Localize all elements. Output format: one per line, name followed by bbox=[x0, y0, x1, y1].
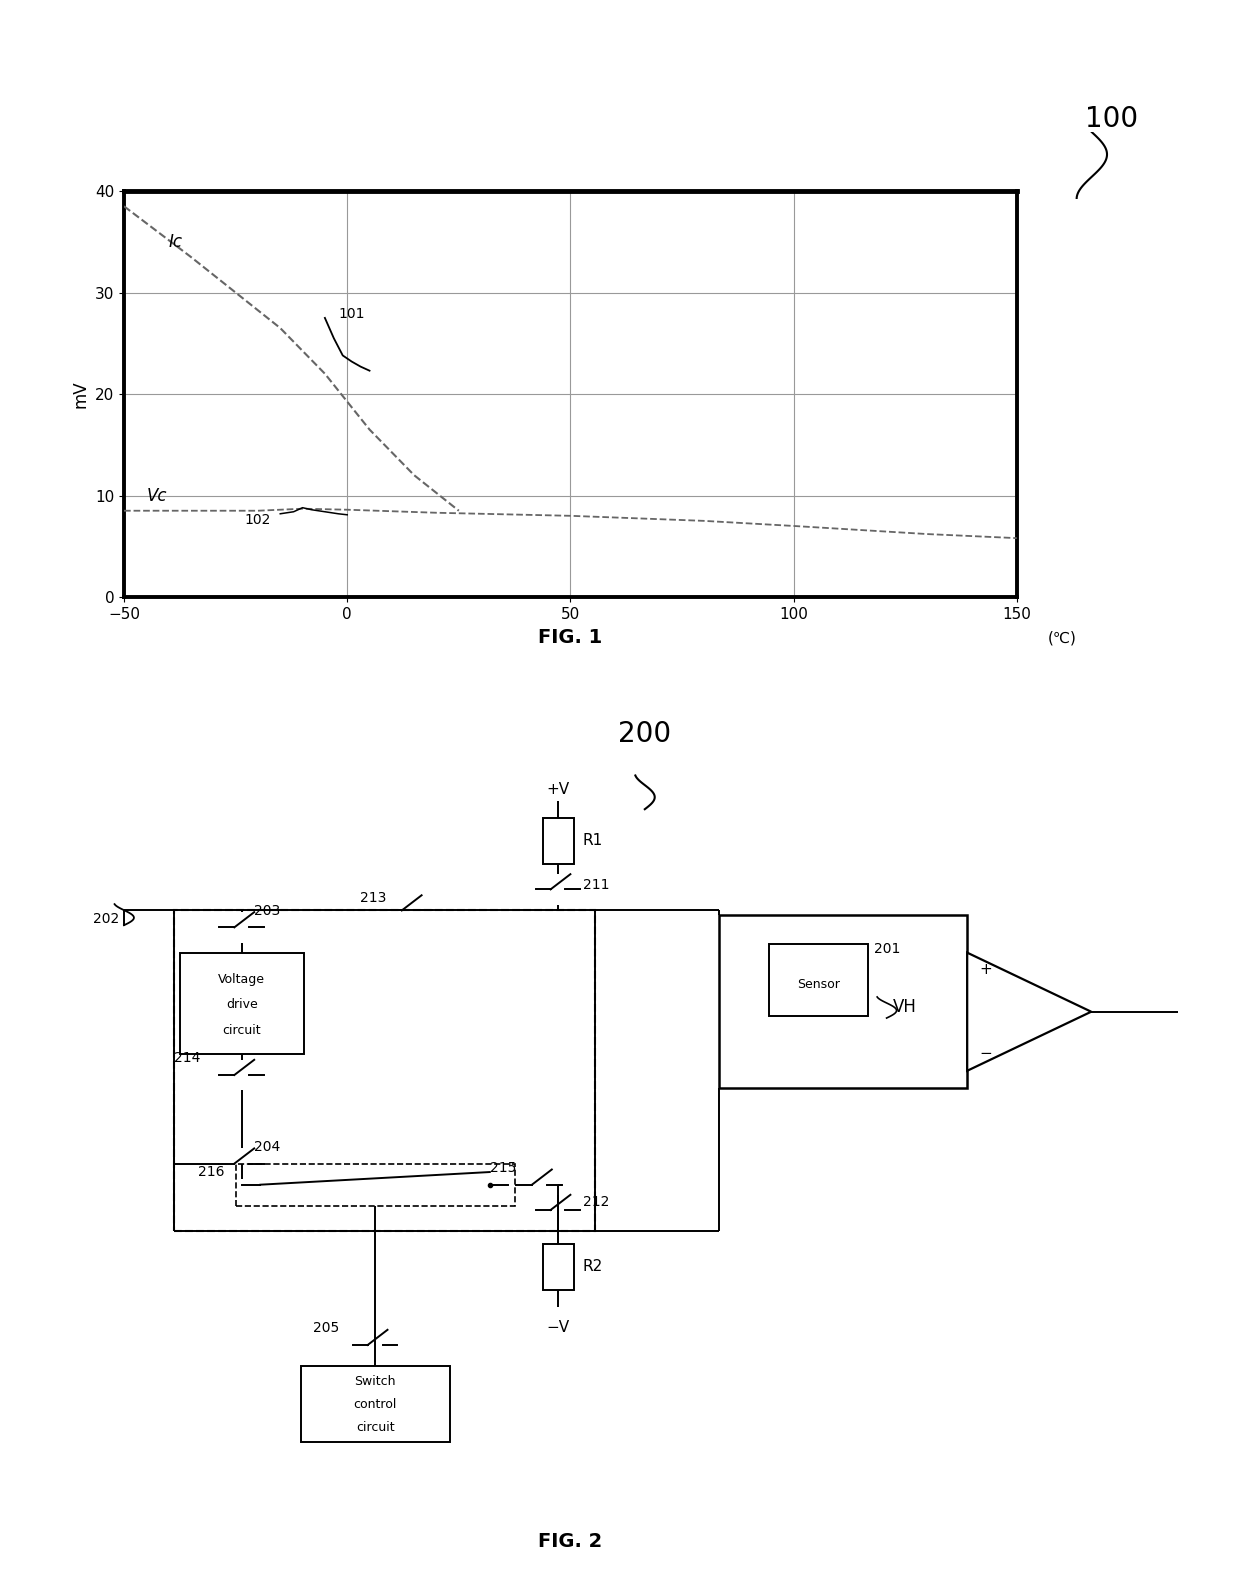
Text: 216: 216 bbox=[198, 1165, 224, 1180]
Text: FIG. 1: FIG. 1 bbox=[538, 629, 603, 648]
Text: (℃): (℃) bbox=[1048, 630, 1076, 646]
Bar bbox=[543, 818, 573, 864]
Text: circuit: circuit bbox=[356, 1420, 394, 1434]
Text: Ic: Ic bbox=[169, 232, 182, 252]
Bar bbox=[769, 944, 868, 1016]
Bar bbox=[719, 915, 967, 1087]
Text: 101: 101 bbox=[339, 307, 365, 322]
Text: R2: R2 bbox=[583, 1259, 603, 1275]
Text: 201: 201 bbox=[874, 941, 900, 955]
Text: control: control bbox=[353, 1398, 397, 1411]
Text: +: + bbox=[980, 962, 992, 977]
Text: 215: 215 bbox=[490, 1161, 516, 1175]
Text: 203: 203 bbox=[254, 904, 280, 917]
Text: R1: R1 bbox=[583, 833, 603, 849]
Text: 214: 214 bbox=[174, 1051, 200, 1065]
Text: Voltage: Voltage bbox=[218, 973, 265, 985]
Text: −V: −V bbox=[547, 1320, 569, 1334]
Text: Switch: Switch bbox=[355, 1375, 396, 1388]
Text: 100: 100 bbox=[1085, 105, 1138, 134]
Text: −: − bbox=[980, 1046, 992, 1062]
Text: 204: 204 bbox=[254, 1140, 280, 1154]
Text: drive: drive bbox=[226, 998, 258, 1011]
Text: +V: +V bbox=[547, 782, 569, 796]
Text: Vc: Vc bbox=[146, 487, 167, 505]
Bar bbox=[300, 1366, 449, 1442]
Text: 212: 212 bbox=[583, 1194, 609, 1208]
Text: 213: 213 bbox=[360, 892, 386, 904]
Text: 205: 205 bbox=[312, 1321, 340, 1336]
Text: FIG. 2: FIG. 2 bbox=[538, 1533, 603, 1552]
Text: 211: 211 bbox=[583, 879, 609, 892]
Text: VH: VH bbox=[893, 998, 918, 1017]
Text: 200: 200 bbox=[619, 720, 671, 748]
Y-axis label: mV: mV bbox=[72, 380, 89, 408]
Text: 102: 102 bbox=[244, 513, 270, 527]
Text: 202: 202 bbox=[93, 912, 119, 927]
Bar bbox=[180, 952, 304, 1054]
Polygon shape bbox=[967, 952, 1091, 1071]
Text: circuit: circuit bbox=[222, 1024, 262, 1036]
Text: Sensor: Sensor bbox=[797, 977, 839, 990]
Bar bbox=[543, 1243, 573, 1290]
